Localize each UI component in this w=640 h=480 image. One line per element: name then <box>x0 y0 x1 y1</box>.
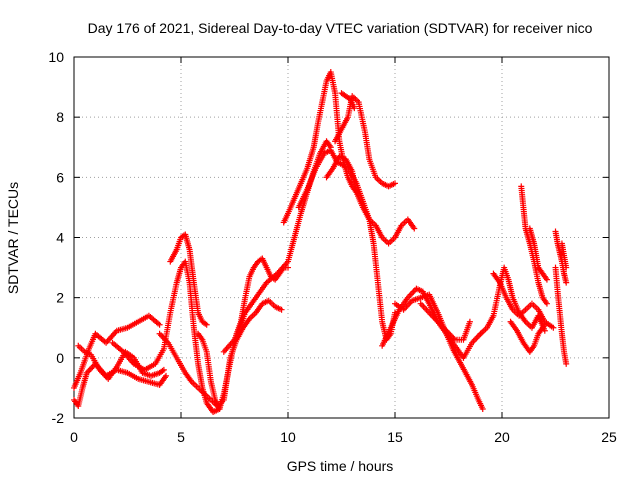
y-tick-label: 6 <box>56 169 64 185</box>
series-sat-w <box>552 264 570 367</box>
y-tick-label: 2 <box>56 290 64 306</box>
data-point <box>163 372 170 379</box>
y-tick-labels: -2 0 2 4 6 8 10 <box>48 49 64 426</box>
data-point <box>563 279 570 286</box>
x-tick-label: 20 <box>494 429 510 445</box>
series-sat-x <box>558 240 570 271</box>
series-sat-d <box>109 258 223 415</box>
y-axis-label: SDTVAR / TECUs <box>5 182 21 294</box>
data-point <box>479 405 486 412</box>
data-point <box>351 105 358 112</box>
x-tick-label: 25 <box>601 429 617 445</box>
x-axis-label: GPS time / hours <box>287 458 394 474</box>
data-point <box>563 360 570 367</box>
data-points <box>71 69 570 415</box>
data-point <box>550 324 557 331</box>
series-sat-r <box>490 270 557 331</box>
series-sat-k <box>323 153 418 247</box>
series-sat-u <box>526 225 550 283</box>
data-point <box>285 264 291 271</box>
x-tick-label: 0 <box>70 429 78 445</box>
series-sat-s <box>507 318 548 355</box>
x-tick-label: 15 <box>387 429 403 445</box>
series-sat-a <box>71 312 163 391</box>
series-sat-b <box>71 360 170 409</box>
series-sat-p <box>417 300 473 343</box>
series-sat-g <box>195 255 291 412</box>
series-sat-e <box>167 231 210 328</box>
data-point <box>563 264 570 271</box>
y-tick-label: -2 <box>52 410 65 426</box>
data-point <box>541 321 548 328</box>
data-point <box>411 225 418 232</box>
y-tick-label: 4 <box>56 230 64 246</box>
data-point <box>392 180 398 187</box>
series-sat-t <box>518 183 550 307</box>
data-point <box>160 366 167 373</box>
x-tick-labels: 0 5 10 15 20 25 <box>70 429 617 445</box>
axis-ticks <box>73 56 610 419</box>
series-sat-o <box>392 291 486 412</box>
data-point <box>156 321 163 328</box>
data-point <box>203 321 210 328</box>
y-tick-label: 0 <box>56 350 64 366</box>
chart-title: Day 176 of 2021, Sidereal Day-to-day VTE… <box>88 20 593 36</box>
y-tick-label: 8 <box>56 109 64 125</box>
data-point <box>543 300 550 307</box>
y-tick-label: 10 <box>48 49 64 65</box>
series-sat-i <box>280 69 360 226</box>
x-tick-label: 5 <box>177 429 185 445</box>
x-tick-label: 10 <box>280 429 296 445</box>
series-sat-v <box>552 228 570 286</box>
data-point <box>543 276 550 283</box>
series-sat-m <box>338 90 358 112</box>
series-sat-f <box>156 297 285 409</box>
data-point <box>466 318 473 325</box>
data-point <box>278 306 285 313</box>
